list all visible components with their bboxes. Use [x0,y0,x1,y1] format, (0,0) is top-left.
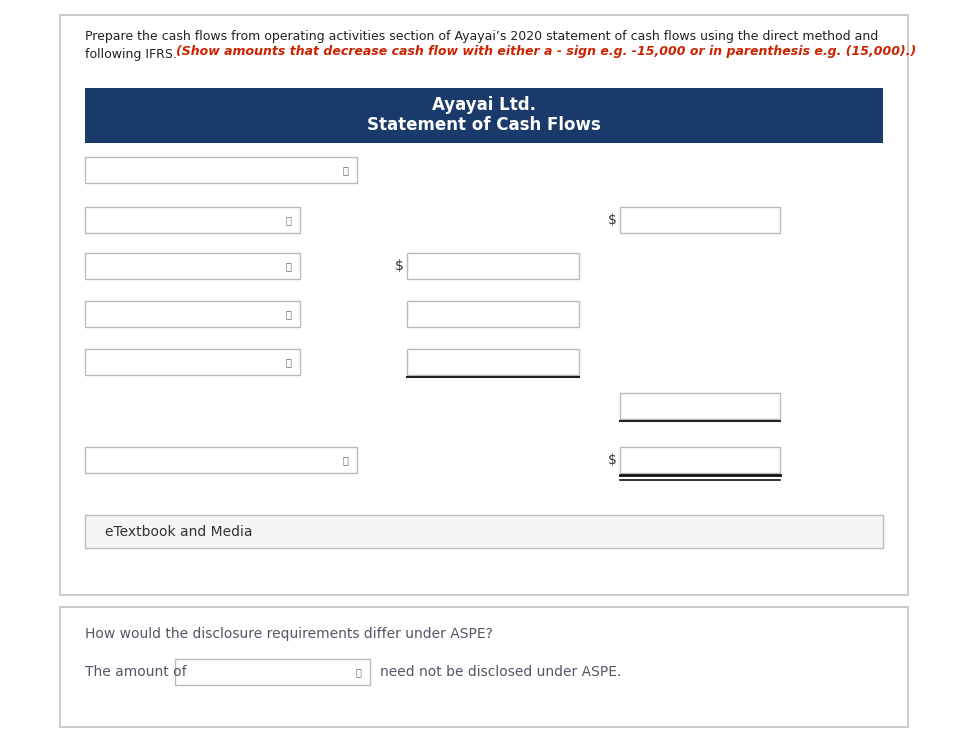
Bar [620,393,780,419]
Text: $: $ [608,213,617,227]
Text: Prepare the cash flows from operating activities section of Ayayai’s 2020 statem: Prepare the cash flows from operating ac… [85,30,878,61]
Bar [620,207,780,233]
Bar [407,253,579,279]
Bar [85,447,357,473]
Text: $: $ [608,453,617,467]
Text: ⌵: ⌵ [285,357,291,367]
Text: Ayayai Ltd.: Ayayai Ltd. [432,96,536,114]
Bar [407,349,579,375]
Text: $: $ [396,259,404,273]
Bar [85,207,300,233]
Bar [85,515,883,548]
Bar [85,301,300,327]
Text: ⌵: ⌵ [355,667,361,677]
Text: eTextbook and Media: eTextbook and Media [105,525,252,539]
Bar [85,349,300,375]
Text: ⌵: ⌵ [342,455,348,465]
Text: need not be disclosed under ASPE.: need not be disclosed under ASPE. [380,665,622,679]
Bar [85,88,883,143]
Text: ⌵: ⌵ [285,261,291,271]
Bar [85,157,357,183]
Bar [407,301,579,327]
Text: ⌵: ⌵ [285,309,291,319]
Bar [60,607,908,727]
Text: The amount of: The amount of [85,665,187,679]
Bar [60,15,908,595]
Text: ⌵: ⌵ [342,165,348,175]
Bar [620,447,780,473]
Text: ⌵: ⌵ [285,215,291,225]
Text: (Show amounts that decrease cash flow with either a - sign e.g. -15,000 or in pa: (Show amounts that decrease cash flow wi… [176,45,917,58]
Text: How would the disclosure requirements differ under ASPE?: How would the disclosure requirements di… [85,627,493,641]
Bar [85,253,300,279]
Bar [175,659,370,685]
Text: Statement of Cash Flows: Statement of Cash Flows [367,116,601,134]
